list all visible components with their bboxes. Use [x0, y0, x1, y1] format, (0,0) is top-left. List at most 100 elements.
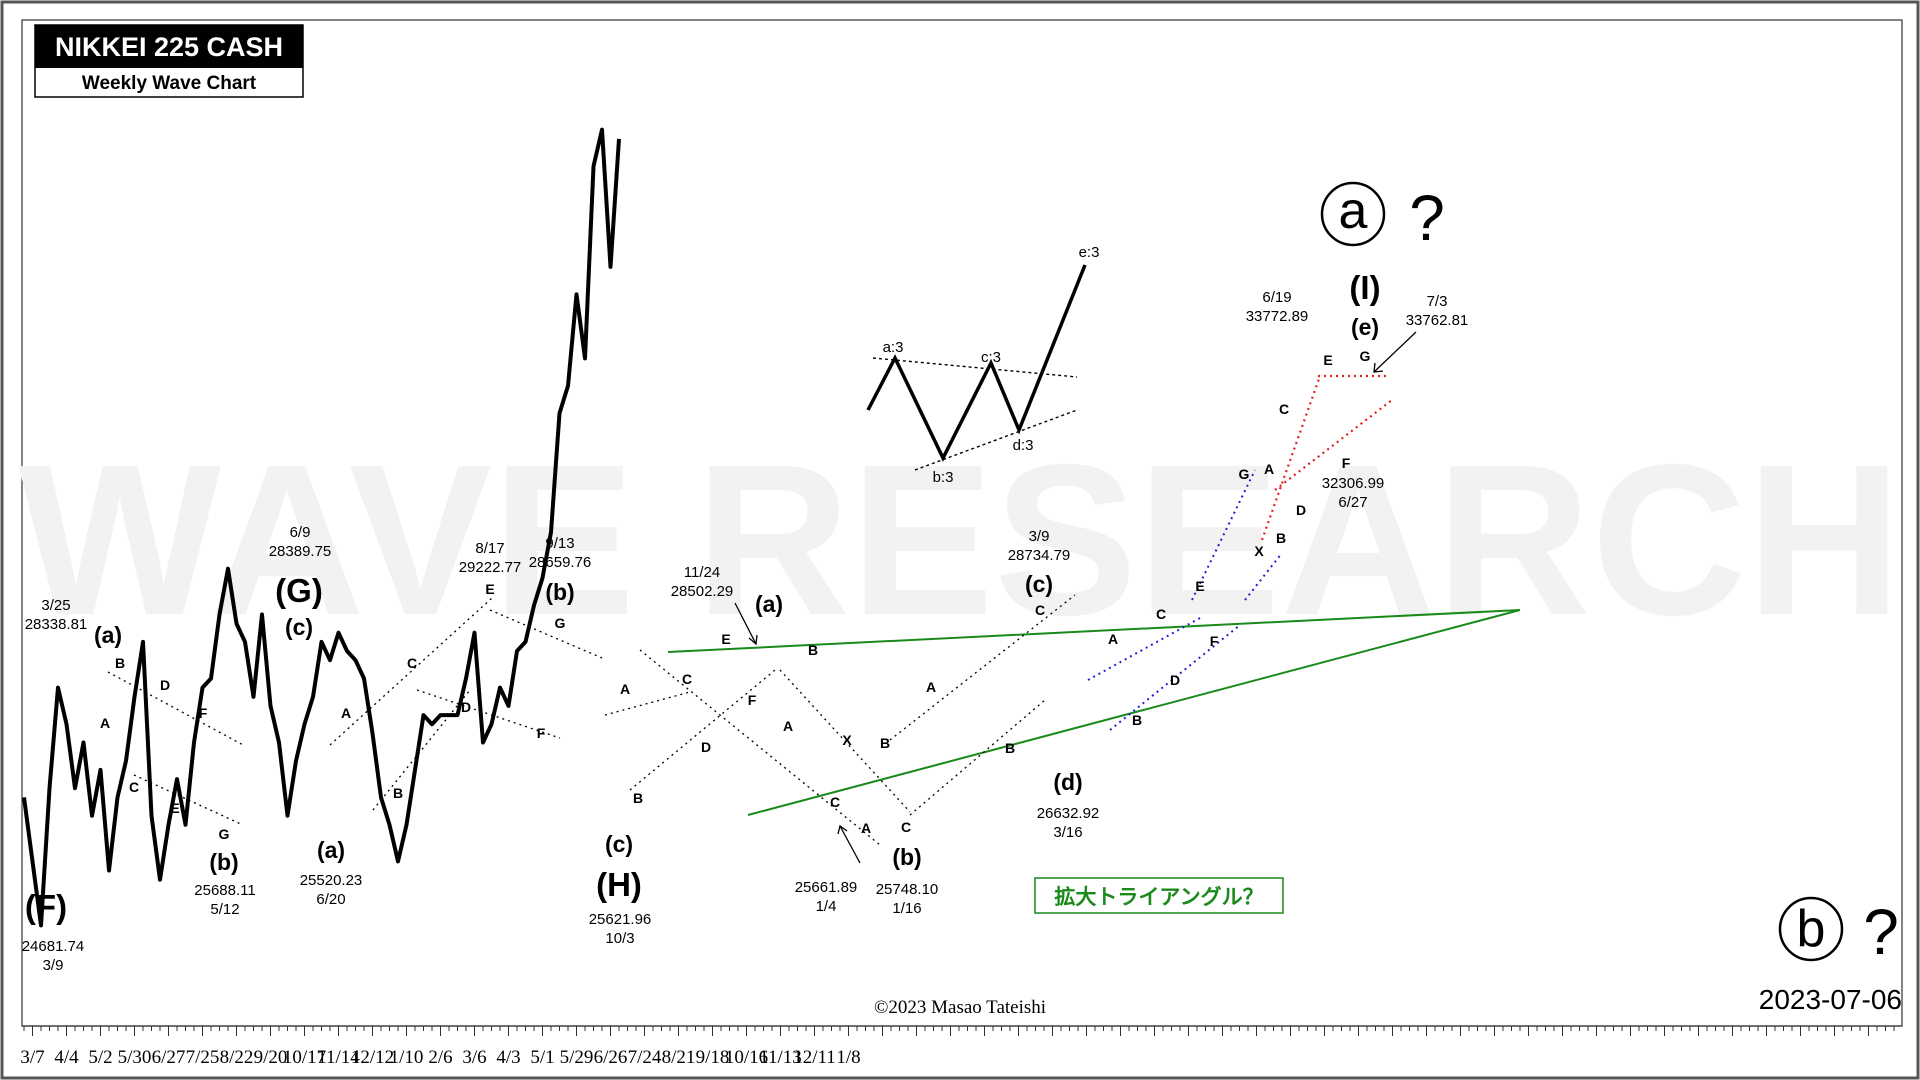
- green-upper-line: [667, 609, 1521, 653]
- sub-wave-A: A: [926, 679, 936, 695]
- inset-label-a: a:3: [883, 339, 904, 356]
- x-tick-label: 8/22: [220, 1047, 254, 1068]
- wave-labels: (F) 24681.74 3/9 3/25 28338.81 (a) (b) 2…: [22, 269, 1469, 974]
- x-tick-label: 9/20: [254, 1047, 288, 1068]
- label-c3: (c): [1025, 571, 1053, 597]
- label-I: (I): [1349, 269, 1380, 306]
- arrowhead-a3: [748, 634, 758, 646]
- date-E2: 6/19: [1262, 289, 1291, 306]
- circle-a-mark: a ?: [1320, 181, 1445, 254]
- arrow-e: [1373, 331, 1417, 373]
- sub-wave-C: C: [407, 655, 417, 671]
- x-tick-label: 3/6: [462, 1047, 486, 1068]
- x-tick-label: 4/3: [496, 1047, 520, 1068]
- sub-wave-E: E: [721, 631, 730, 647]
- dot-4b: [779, 669, 911, 813]
- sub-wave-E: E: [1323, 352, 1332, 368]
- x-tick-label: 5/2: [88, 1047, 112, 1068]
- price-c3: 28734.79: [1008, 547, 1071, 564]
- sub-wave-A: A: [861, 820, 871, 836]
- date-G: 6/9: [290, 524, 311, 541]
- sub-wave-X: X: [842, 732, 852, 748]
- label-c2: (c): [605, 831, 633, 857]
- price-F: 24681.74: [22, 938, 85, 955]
- date-b2: 9/13: [545, 535, 574, 552]
- sub-wave-B: B: [1276, 530, 1286, 546]
- date-F: 3/9: [43, 957, 64, 974]
- dot-1a: [107, 671, 246, 747]
- dot-2b: [372, 689, 471, 811]
- dot-2c: [416, 689, 561, 739]
- sub-wave-D: D: [1296, 502, 1306, 518]
- price-b3: 25748.10: [876, 881, 939, 898]
- sub-wave-B: B: [1005, 740, 1015, 756]
- x-tick-label: 11/13: [759, 1047, 802, 1068]
- label-H: (H): [596, 866, 642, 903]
- sub-wave-A: A: [341, 705, 351, 721]
- x-tick-label: 5/29: [560, 1047, 594, 1068]
- sub-wave-C: C: [1035, 602, 1045, 618]
- price-e: 33762.81: [1406, 312, 1469, 329]
- sub-wave-D: D: [701, 739, 711, 755]
- sub-wave-E: E: [485, 581, 494, 597]
- circle-b-question: ?: [1863, 896, 1899, 968]
- sub-wave-F: F: [1210, 633, 1219, 649]
- label-G: (G): [275, 572, 323, 609]
- red-1: [1260, 375, 1322, 541]
- label-F: (F): [25, 888, 67, 925]
- blue-2: [1109, 624, 1241, 731]
- sub-wave-F: F: [1342, 455, 1351, 471]
- x-tick-label: 6/27: [152, 1047, 186, 1068]
- circle-a-glyph: a: [1339, 182, 1368, 240]
- date-b1: 5/12: [210, 901, 239, 918]
- sub-wave-C: C: [901, 819, 911, 835]
- triangle-note: 拡大トライアングル？: [1034, 877, 1284, 914]
- date-b3: 1/16: [892, 900, 921, 917]
- blue-4: [1244, 552, 1283, 601]
- x-tick-label: 1/10: [390, 1047, 424, 1068]
- label-b1: (b): [209, 849, 238, 875]
- sub-wave-F: F: [199, 705, 208, 721]
- trendlines: [107, 374, 1521, 846]
- date-a1: 3/25: [41, 597, 70, 614]
- label-a1: (a): [94, 622, 122, 648]
- sub-wave-D: D: [461, 699, 471, 715]
- dot-1b: [133, 774, 244, 826]
- sub-wave-A: A: [1108, 631, 1118, 647]
- price-line: [22, 127, 621, 928]
- date-E1: 8/17: [475, 540, 504, 557]
- sub-wave-G: G: [219, 826, 230, 842]
- sub-wave-C: C: [830, 794, 840, 810]
- label-b2: (b): [545, 579, 574, 605]
- x-tick-label: 4/4: [54, 1047, 79, 1068]
- x-axis: 3/7 4/4 5/2 5/30 6/27 7/25 8/22 9/2010/1711/141…: [20, 1025, 1902, 1068]
- date-F2: 6/27: [1338, 494, 1367, 511]
- sub-wave-B: B: [115, 655, 125, 671]
- x-tick-label: 2/6: [428, 1047, 452, 1068]
- sub-wave-B: B: [393, 785, 403, 801]
- price-a3: 28502.29: [671, 583, 734, 600]
- price-d: 26632.92: [1037, 805, 1100, 822]
- sub-wave-B: B: [633, 790, 643, 806]
- x-tick-label: 11/14: [317, 1047, 360, 1068]
- sub-wave-G: G: [555, 615, 566, 631]
- label-c1: (c): [285, 614, 313, 640]
- blue-3: [1191, 469, 1256, 601]
- x-tick-label: 10/17: [283, 1047, 326, 1068]
- sub-wave-C: C: [129, 779, 139, 795]
- x-tick-label: 10/16: [725, 1047, 768, 1068]
- copyright: ©2023 Masao Tateishi: [874, 997, 1046, 1018]
- inset-label-c: c:3: [981, 349, 1001, 366]
- label-b3: (b): [892, 844, 921, 870]
- arrow-A1: [839, 825, 861, 864]
- sub-wave-B: B: [808, 642, 818, 658]
- x-tick-label: 5/30: [118, 1047, 152, 1068]
- circle-b-glyph: b: [1797, 900, 1826, 958]
- inset-upper-line: [872, 357, 1078, 378]
- sub-wave-C: C: [1156, 606, 1166, 622]
- sub-wave-A: A: [620, 681, 630, 697]
- sub-wave-E: E: [1195, 578, 1204, 594]
